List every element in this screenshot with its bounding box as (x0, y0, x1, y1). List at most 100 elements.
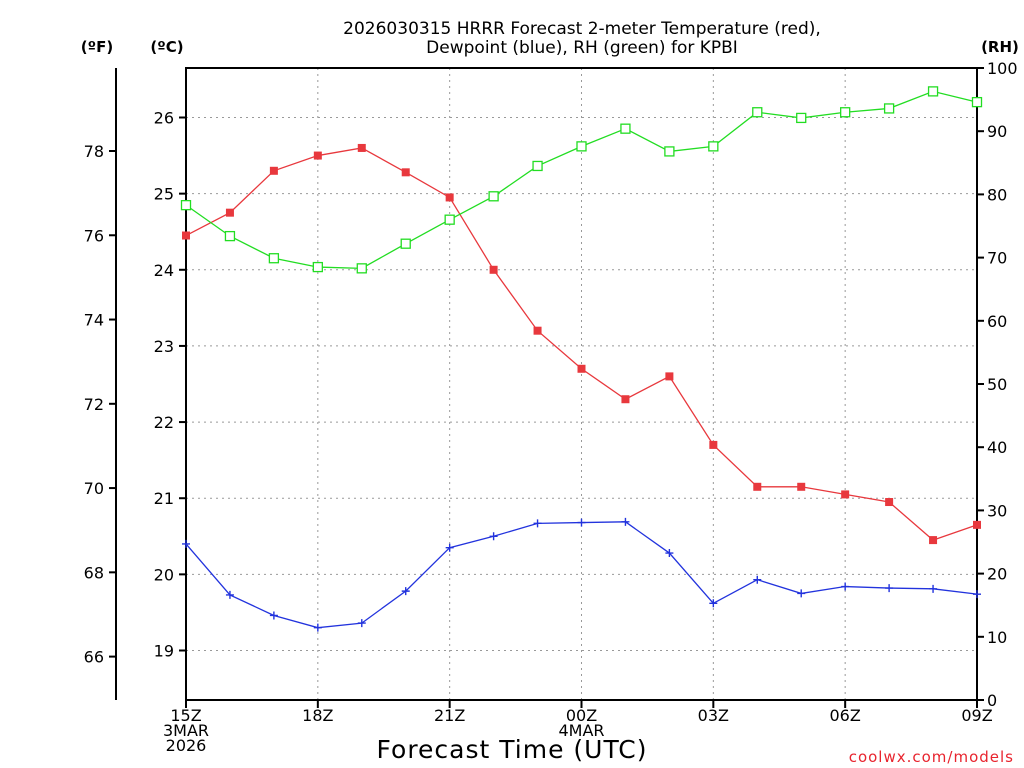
fahrenheit-tick-label: 72 (84, 395, 104, 414)
dewpoint-point (357, 619, 366, 628)
rh-point (971, 96, 983, 108)
temperature-point (182, 231, 190, 240)
rh-tick-label: 70 (987, 249, 1007, 268)
fahrenheit-tick-label: 78 (84, 142, 104, 161)
celsius-tick-label: 22 (154, 413, 174, 432)
temperature-point (753, 482, 762, 491)
rh-point (840, 107, 851, 118)
fahrenheit-tick-label: 66 (84, 648, 104, 667)
x-tick-label: 4MAR (558, 721, 604, 740)
rh-point (224, 230, 236, 242)
axes (109, 67, 984, 708)
temperature-point (929, 536, 938, 545)
temperature-point (357, 143, 366, 152)
x-tick-label: 03Z (698, 706, 729, 725)
rh-point (268, 253, 280, 264)
temperature-point (533, 326, 542, 335)
temperature-point (797, 482, 806, 491)
temperature-point (225, 208, 234, 217)
dewpoint-point (885, 584, 894, 593)
temperature-point (973, 520, 981, 529)
dewpoint-point (445, 543, 454, 552)
temperature-point (709, 440, 718, 449)
dewpoint-point (182, 539, 190, 548)
celsius-tick-label: 26 (154, 108, 174, 127)
celsius-tick-label: 21 (154, 489, 174, 508)
x-tick-label: 21Z (434, 706, 465, 725)
rh-tick-label: 50 (987, 375, 1007, 394)
plot-frame (185, 67, 978, 701)
rh-tick-label: 40 (987, 438, 1007, 457)
temperature-series (182, 143, 981, 545)
temperature-point (489, 265, 498, 274)
dewpoint-series (182, 517, 981, 632)
grid-lines (186, 68, 977, 700)
dewpoint-point (709, 599, 718, 608)
temperature-point (445, 193, 454, 202)
dewpoint-point (973, 590, 981, 599)
rh-tick-label: 100 (987, 59, 1018, 78)
fahrenheit-tick-label: 70 (84, 479, 104, 498)
chart-title-line-1: 2026030315 HRRR Forecast 2-meter Tempera… (343, 19, 821, 39)
rh-point (664, 146, 675, 157)
rh-point (444, 214, 455, 225)
x-tick-label: 2026 (166, 736, 207, 755)
rh-point (620, 123, 631, 134)
rh-unit-label: (RH) (981, 38, 1019, 56)
rh-point (180, 199, 192, 211)
temperature-point (621, 395, 630, 404)
dewpoint-point (621, 517, 630, 526)
fahrenheit-tick-label: 68 (84, 563, 104, 582)
x-tick-label: 3MAR (163, 721, 209, 740)
rh-point (400, 238, 411, 249)
celsius-tick-label: 19 (154, 642, 174, 661)
dewpoint-point (753, 575, 762, 584)
temperature-point (577, 364, 586, 373)
rh-tick-label: 0 (987, 691, 997, 710)
rh-point (708, 141, 719, 152)
temperature-point (665, 372, 674, 381)
dewpoint-point (665, 549, 674, 558)
dewpoint-point (401, 587, 410, 596)
rh-series (180, 86, 983, 274)
temperature-point (269, 166, 278, 175)
celsius-tick-label: 24 (154, 261, 174, 280)
celsius-tick-label: 25 (154, 185, 174, 204)
rh-tick-label: 10 (987, 628, 1007, 647)
rh-point (356, 263, 367, 274)
fahrenheit-unit-label: (ºF) (81, 38, 113, 56)
celsius-tick-label: 23 (154, 337, 174, 356)
rh-tick-label: 60 (987, 312, 1007, 331)
fahrenheit-tick-label: 76 (84, 226, 104, 245)
rh-point (488, 191, 499, 202)
dewpoint-point (489, 532, 498, 541)
x-tick-label: 15Z (170, 706, 201, 725)
dewpoint-point (929, 584, 938, 593)
rh-point (927, 86, 939, 97)
temperature-point (885, 498, 894, 507)
x-tick-label: 18Z (302, 706, 333, 725)
rh-point (532, 160, 543, 172)
rh-tick-label: 90 (987, 122, 1007, 141)
rh-point (576, 141, 587, 152)
dewpoint-point (269, 611, 278, 620)
rh-point (883, 103, 895, 114)
dewpoint-point (313, 623, 322, 632)
rh-point (752, 107, 763, 118)
celsius-tick-label: 20 (154, 565, 174, 584)
chart-title-line-2: Dewpoint (blue), RH (green) for KPBI (426, 38, 738, 58)
x-tick-label: 00Z (566, 706, 597, 725)
dewpoint-point (577, 518, 586, 527)
dewpoint-point (841, 582, 850, 591)
x-tick-label: 06Z (830, 706, 861, 725)
data-series (180, 86, 983, 632)
temperature-point (313, 151, 322, 160)
rh-tick-label: 30 (987, 501, 1007, 520)
credit-label: coolwx.com/models (849, 748, 1014, 766)
dewpoint-point (533, 519, 542, 528)
rh-tick-label: 20 (987, 565, 1007, 584)
temperature-point (841, 490, 850, 499)
dewpoint-point (797, 589, 806, 598)
